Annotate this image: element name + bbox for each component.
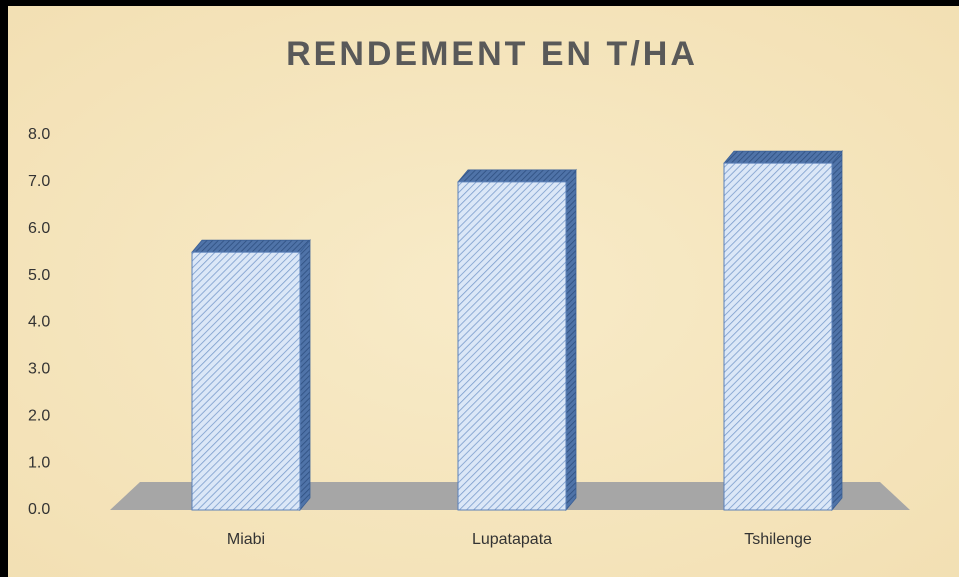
bar-side xyxy=(299,239,311,512)
bar-top xyxy=(457,169,577,183)
bar-top xyxy=(191,239,311,253)
bar-top xyxy=(723,150,843,164)
y-tick-label: 3.0 xyxy=(28,361,50,378)
y-tick-label: 4.0 xyxy=(28,314,50,331)
bar-front xyxy=(191,251,301,511)
chart-title: RENDEMENT EN T/HA xyxy=(286,35,698,73)
bar-side xyxy=(831,150,843,512)
y-tick-label: 6.0 xyxy=(28,220,50,237)
bar xyxy=(723,150,843,512)
y-tick-label: 2.0 xyxy=(28,407,50,424)
x-tick-label: Lupatapata xyxy=(472,531,552,548)
bar-front xyxy=(457,181,567,511)
bar-front xyxy=(723,162,833,511)
y-tick-label: 5.0 xyxy=(28,267,50,284)
y-tick-label: 8.0 xyxy=(28,126,50,143)
bar xyxy=(191,239,311,512)
x-tick-label: Tshilenge xyxy=(744,531,812,548)
bar-side xyxy=(565,168,577,512)
x-tick-label: Miabi xyxy=(227,531,265,548)
bar xyxy=(457,168,577,512)
y-tick-label: 0.0 xyxy=(28,501,50,518)
y-tick-label: 7.0 xyxy=(28,173,50,190)
y-tick-label: 1.0 xyxy=(28,454,50,471)
